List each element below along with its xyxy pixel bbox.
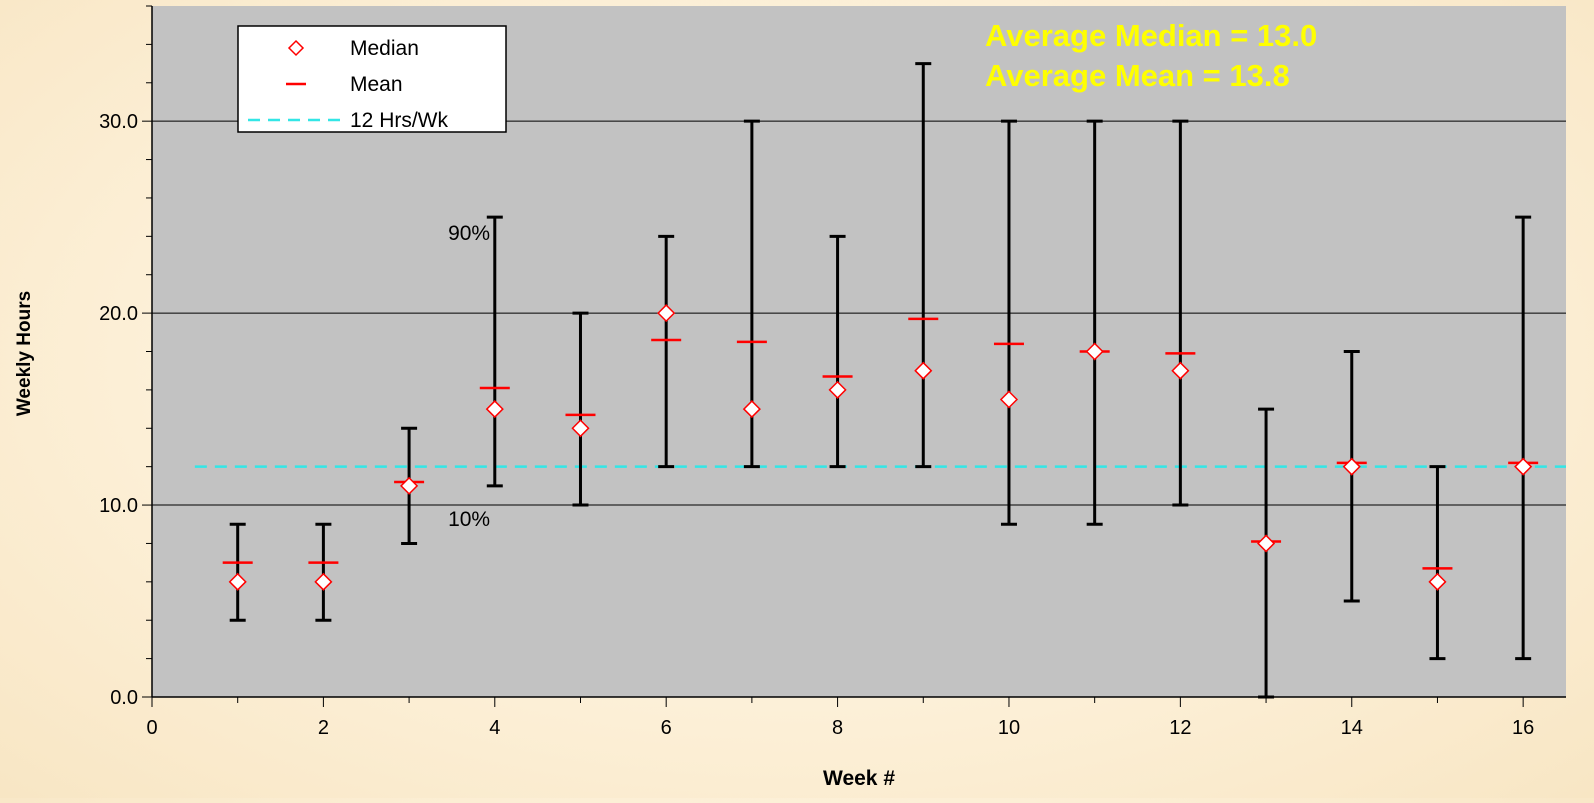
median-marker <box>314 572 333 591</box>
stats-line: Average Median = 13.0 <box>985 18 1317 53</box>
median-marker <box>999 390 1019 409</box>
y-tick-label: 30.0 <box>99 111 138 133</box>
x-tick-label: 8 <box>832 717 843 739</box>
mean-markers <box>222 317 1539 570</box>
median-marker <box>914 361 933 380</box>
x-tick-label: 12 <box>1169 717 1191 739</box>
median-marker <box>1514 457 1533 476</box>
error-bar <box>486 215 503 488</box>
x-tick-label: 16 <box>1512 717 1534 739</box>
error-bar <box>1086 119 1103 526</box>
median-marker <box>571 419 590 438</box>
error-bar <box>572 311 589 507</box>
stats-line: Average Mean = 13.8 <box>985 58 1290 93</box>
x-tick-label: 2 <box>318 717 329 739</box>
legend: Median Mean 12 Hrs/Wk <box>237 25 507 133</box>
legend-swatch-median <box>287 39 305 57</box>
error-bar <box>1172 119 1189 507</box>
error-bar <box>315 522 332 622</box>
median-marker <box>485 400 504 419</box>
error-bar <box>1515 215 1532 661</box>
legend-label: 12 Hrs/Wk <box>350 109 449 132</box>
median-marker <box>400 476 419 495</box>
median-markers <box>228 304 1533 591</box>
legend-label: Median <box>350 37 419 60</box>
x-tick-label: 14 <box>1341 717 1363 739</box>
median-marker <box>828 380 847 399</box>
x-tick-label: 10 <box>998 717 1020 739</box>
median-marker <box>1085 342 1104 361</box>
legend-box <box>237 25 507 133</box>
error-bar <box>229 522 246 622</box>
y-tick-label: 20.0 <box>99 303 138 325</box>
error-bar <box>1429 465 1446 661</box>
annotation-label: 90% <box>448 222 490 245</box>
axes: 0.0 10.0 20.0 30.0 0 2 4 6 8 10 12 14 16 <box>99 5 1566 739</box>
annotation-label: 10% <box>448 508 490 531</box>
stats-text: Average Median = 13.0 Average Mean = 13.8 <box>985 18 1317 93</box>
annotations: 90% 10% <box>448 222 490 531</box>
median-marker <box>742 400 761 419</box>
error-bar <box>658 234 675 469</box>
median-marker <box>1342 457 1361 476</box>
median-marker <box>1428 572 1447 591</box>
x-axis-label: Week # <box>823 767 895 790</box>
median-marker <box>1256 534 1276 553</box>
error-bar <box>1343 350 1360 603</box>
median-marker <box>1171 361 1190 380</box>
axis-labels: Week # Weekly Hours <box>14 291 895 790</box>
x-tick-label: 0 <box>146 717 157 739</box>
y-tick-label: 10.0 <box>99 495 138 517</box>
legend-label: Mean <box>350 73 403 96</box>
error-bar <box>915 62 932 469</box>
x-tick-label: 6 <box>661 717 672 739</box>
error-bar <box>829 234 846 469</box>
y-tick-label: 0.0 <box>110 687 138 709</box>
median-marker <box>228 572 247 591</box>
error-bar <box>1000 119 1017 526</box>
median-marker <box>657 304 676 323</box>
x-tick-label: 4 <box>489 717 500 739</box>
y-axis-label: Weekly Hours <box>14 291 35 416</box>
